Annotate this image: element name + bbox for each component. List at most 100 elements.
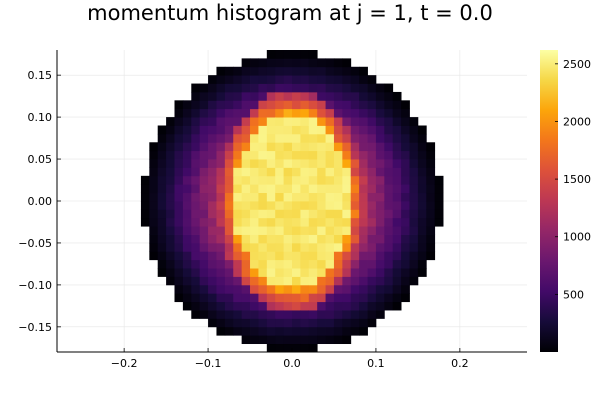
heatmap-bin bbox=[266, 100, 276, 110]
heatmap-bin bbox=[182, 184, 192, 194]
heatmap-bin bbox=[333, 251, 343, 261]
heatmap-bin bbox=[392, 276, 402, 286]
heatmap-bin bbox=[241, 226, 251, 235]
heatmap-bin bbox=[359, 100, 368, 110]
heatmap-bin bbox=[216, 150, 226, 160]
heatmap-bin bbox=[250, 209, 259, 219]
heatmap-bin bbox=[317, 201, 326, 210]
heatmap-bin bbox=[275, 142, 284, 152]
heatmap-bin bbox=[224, 100, 234, 110]
heatmap-bin bbox=[342, 293, 352, 303]
heatmap-bin bbox=[283, 100, 293, 110]
heatmap-bin bbox=[149, 150, 159, 160]
heatmap-bin bbox=[308, 108, 318, 118]
heatmap-bin bbox=[258, 226, 268, 235]
heatmap-bin bbox=[233, 301, 243, 311]
heatmap-bin bbox=[216, 318, 226, 328]
heatmap-bin bbox=[401, 100, 410, 110]
x-tick-label: 0.0 bbox=[283, 357, 301, 370]
heatmap-bin bbox=[300, 175, 310, 185]
heatmap-bin bbox=[216, 159, 226, 168]
heatmap-bin bbox=[241, 326, 251, 336]
heatmap-bin bbox=[283, 343, 293, 353]
heatmap-bin bbox=[224, 91, 234, 101]
heatmap-bin bbox=[199, 234, 209, 244]
heatmap-bin bbox=[182, 226, 192, 235]
heatmap-bin bbox=[208, 184, 217, 194]
heatmap-bin bbox=[283, 201, 293, 210]
heatmap-bin bbox=[426, 184, 436, 194]
heatmap-bin bbox=[325, 326, 335, 336]
heatmap-bin bbox=[333, 167, 343, 177]
heatmap-bin bbox=[216, 167, 226, 177]
heatmap-bin bbox=[342, 100, 352, 110]
heatmap-bin bbox=[283, 326, 293, 336]
heatmap-bin bbox=[224, 108, 234, 118]
heatmap-bin bbox=[208, 284, 217, 294]
heatmap-bin bbox=[325, 242, 335, 252]
heatmap-bin bbox=[224, 276, 234, 286]
heatmap-bin bbox=[333, 293, 343, 303]
heatmap-bin bbox=[233, 184, 243, 194]
heatmap-bin bbox=[409, 150, 419, 160]
heatmap-bin bbox=[258, 175, 268, 185]
heatmap-bin bbox=[308, 91, 318, 101]
heatmap-bin bbox=[308, 66, 318, 76]
heatmap-bin bbox=[275, 66, 284, 76]
heatmap-bin bbox=[292, 75, 301, 84]
heatmap-bin bbox=[359, 259, 368, 269]
heatmap-bin bbox=[375, 175, 385, 185]
heatmap-bin bbox=[182, 201, 192, 210]
heatmap-bin bbox=[208, 75, 217, 84]
heatmap-bin bbox=[250, 133, 259, 143]
heatmap-bin bbox=[250, 259, 259, 269]
heatmap-bin bbox=[359, 117, 368, 126]
heatmap-bin bbox=[241, 133, 251, 143]
heatmap-bin bbox=[350, 251, 360, 261]
heatmap-bin bbox=[434, 201, 444, 210]
heatmap-bin bbox=[149, 175, 159, 185]
heatmap-bin bbox=[325, 268, 335, 277]
heatmap-bin bbox=[392, 192, 402, 202]
heatmap-bin bbox=[317, 142, 326, 152]
heatmap-bin bbox=[384, 167, 394, 177]
heatmap-bin bbox=[325, 83, 335, 93]
heatmap-bin bbox=[317, 226, 326, 235]
heatmap-bin bbox=[275, 268, 284, 277]
heatmap-bin bbox=[140, 192, 150, 202]
heatmap-bin bbox=[216, 268, 226, 277]
heatmap-bin bbox=[325, 133, 335, 143]
heatmap-bin bbox=[266, 209, 276, 219]
heatmap-bin bbox=[182, 167, 192, 177]
heatmap-bin bbox=[384, 201, 394, 210]
heatmap-bin bbox=[292, 142, 301, 152]
heatmap-bin bbox=[292, 201, 301, 210]
heatmap-bin bbox=[241, 192, 251, 202]
heatmap-bin bbox=[359, 192, 368, 202]
heatmap-bin bbox=[241, 91, 251, 101]
heatmap-bin bbox=[417, 142, 427, 152]
heatmap-bin bbox=[157, 209, 167, 219]
heatmap-bin bbox=[149, 159, 159, 168]
heatmap-bin bbox=[258, 301, 268, 311]
heatmap-bin bbox=[359, 133, 368, 143]
heatmap-bin bbox=[384, 133, 394, 143]
heatmap-bin bbox=[434, 209, 444, 219]
heatmap-bin bbox=[174, 251, 184, 261]
heatmap-bin bbox=[275, 234, 284, 244]
heatmap-bin bbox=[375, 259, 385, 269]
heatmap-bin bbox=[182, 159, 192, 168]
heatmap-bin bbox=[157, 234, 167, 244]
heatmap-bin bbox=[292, 91, 301, 101]
heatmap-bin bbox=[199, 217, 209, 227]
heatmap-bin bbox=[401, 117, 410, 126]
heatmap-bin bbox=[333, 83, 343, 93]
heatmap-bin bbox=[241, 83, 251, 93]
heatmap-bin bbox=[241, 318, 251, 328]
heatmap-bin bbox=[308, 284, 318, 294]
heatmap-bin bbox=[266, 184, 276, 194]
heatmap-bin bbox=[224, 167, 234, 177]
heatmap-bin bbox=[350, 276, 360, 286]
heatmap-bin bbox=[283, 242, 293, 252]
heatmap-bin bbox=[308, 335, 318, 345]
